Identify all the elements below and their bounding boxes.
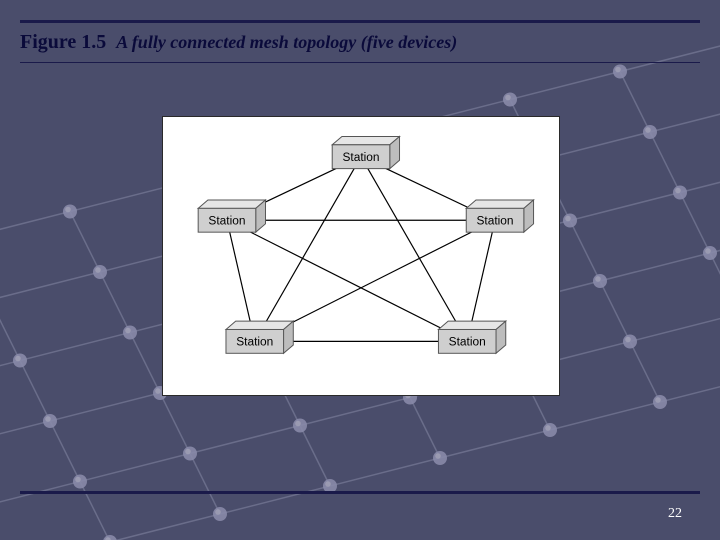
svg-text:Station: Station [449,335,486,349]
station-node: Station [226,321,293,353]
station-node: Station [466,200,533,232]
mesh-svg: Station Station Station Station Station [163,117,559,395]
header-rule-top [20,20,700,23]
station-node: Station [438,321,505,353]
header-rule-bottom [20,62,700,63]
figure-label: Figure 1.5 [20,31,106,54]
station-node: Station [198,200,265,232]
mesh-diagram: Station Station Station Station Station [162,116,560,396]
svg-text:Station: Station [208,213,245,227]
station-node: Station [332,136,399,168]
figure-caption: A fully connected mesh topology (five de… [116,32,457,53]
footer-rule [20,491,700,494]
svg-text:Station: Station [476,213,513,227]
page-number: 22 [668,506,682,522]
title-row: Figure 1.5 A fully connected mesh topolo… [20,31,700,54]
slide-header: Figure 1.5 A fully connected mesh topolo… [20,20,700,63]
svg-text:Station: Station [236,335,273,349]
svg-text:Station: Station [342,150,379,164]
